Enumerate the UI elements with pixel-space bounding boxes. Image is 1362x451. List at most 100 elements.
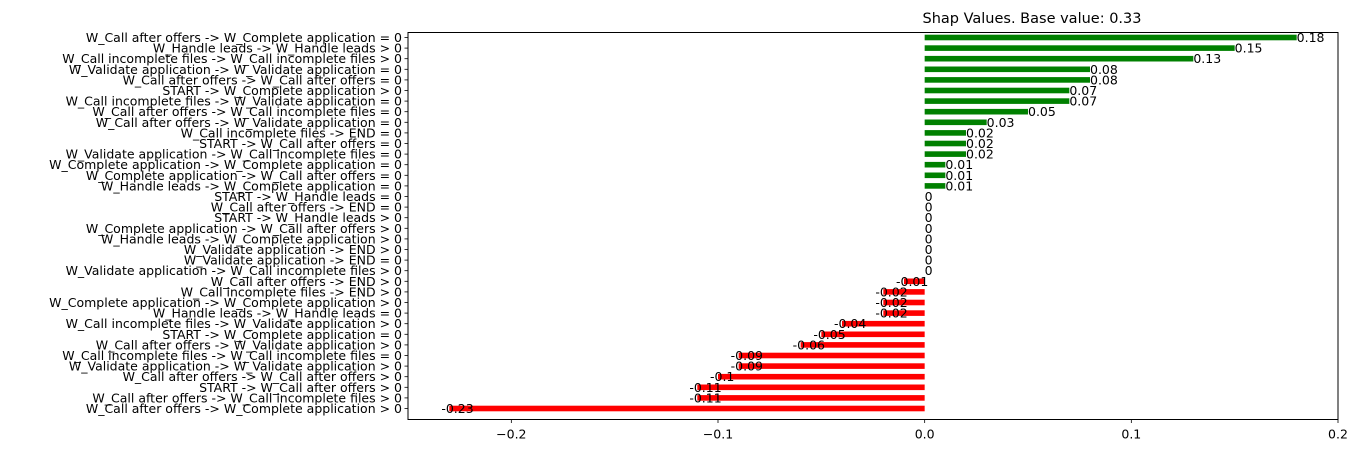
category-label: W_Call after offers -> W_Call after offe…: [123, 369, 402, 384]
value-label: -0.11: [689, 390, 721, 405]
category-label: W_Call after offers -> W_Validate applic…: [96, 115, 402, 130]
plot-frame: [407, 32, 1339, 420]
bar-27: [842, 320, 925, 327]
category-label: W_Complete application -> W_Complete app…: [49, 295, 402, 310]
value-label: -0.05: [813, 327, 845, 342]
category-label: W_Call incomplete files -> W_Validate ap…: [66, 316, 402, 331]
bar-30: [738, 352, 925, 359]
value-label: 0.08: [1090, 72, 1118, 87]
bar-34: [697, 395, 925, 401]
bar-28: [821, 331, 925, 338]
bar-11: [924, 151, 966, 157]
value-label: 0: [925, 263, 933, 278]
value-labels: 0.180.150.130.080.080.070.070.050.030.02…: [441, 30, 1324, 416]
bar-35: [449, 405, 925, 412]
category-label: W_Call after offers -> W_Complete applic…: [86, 30, 402, 45]
value-label: 0.07: [1069, 94, 1097, 109]
value-label: -0.11: [689, 380, 721, 395]
category-label: W_Complete application -> W_Call after o…: [86, 221, 402, 236]
category-label: W_Handle leads -> W_Complete application…: [101, 231, 402, 246]
bar-14: [924, 183, 946, 189]
category-label: START -> W_Handle leads > 0: [214, 210, 402, 225]
category-label: W_Validate application -> END = 0: [184, 253, 402, 268]
bar-33: [697, 384, 925, 391]
category-label: W_Call after offers -> W_Call after offe…: [123, 72, 402, 87]
category-label: W_Handle leads -> W_Handle leads = 0: [153, 306, 402, 321]
category-label: W_Validate application -> W_Validate app…: [69, 62, 402, 77]
category-labels: W_Call after offers -> W_Complete applic…: [49, 30, 408, 416]
bar-9: [924, 130, 966, 136]
value-label: 0.02: [966, 125, 994, 140]
value-label: -0.1: [710, 369, 734, 384]
category-label: W_Call after offers -> END = 0: [211, 200, 402, 215]
bar-5: [924, 87, 1070, 94]
bar-0: [924, 34, 1297, 41]
category-label: W_Validate application -> W_Call incompl…: [66, 147, 402, 162]
value-label: 0: [925, 253, 933, 268]
bar-12: [924, 161, 946, 168]
category-label: W_Call after offers -> END > 0: [211, 274, 402, 289]
category-label: START -> W_Call after offers = 0: [199, 136, 402, 151]
category-label: START -> W_Complete application = 0: [162, 327, 402, 342]
value-label: 0: [925, 231, 933, 246]
category-label: START -> W_Complete application > 0: [162, 83, 402, 98]
category-label: W_Call incomplete files -> END > 0: [181, 284, 402, 299]
value-label: -0.02: [875, 295, 907, 310]
category-label: W_Call after offers -> W_Call incomplete…: [92, 104, 402, 119]
value-label: 0.03: [987, 115, 1015, 130]
category-label: W_Call incomplete files -> END = 0: [181, 125, 402, 140]
category-label: W_Validate application -> END > 0: [184, 242, 402, 257]
value-label: 0: [925, 200, 933, 215]
bar-3: [924, 66, 1090, 73]
category-label: W_Handle leads -> W_Handle leads > 0: [153, 41, 402, 56]
bar-8: [924, 119, 987, 126]
bar-23: [904, 278, 925, 285]
value-label: -0.02: [875, 306, 907, 321]
bar-4: [924, 77, 1090, 83]
value-label: 0.02: [966, 147, 994, 162]
x-tick-label: −0.1: [703, 427, 733, 442]
category-label: W_Call after offers -> W_Complete applic…: [86, 401, 402, 416]
value-label: 0: [925, 210, 933, 225]
category-label: W_Call incomplete files -> W_Validate ap…: [66, 94, 402, 109]
category-label: W_Validate application -> W_Validate app…: [69, 359, 402, 374]
value-label: 0.08: [1090, 62, 1118, 77]
value-label: 0.18: [1297, 30, 1325, 45]
bar-13: [924, 172, 946, 179]
value-label: -0.06: [793, 337, 825, 352]
bar-25: [883, 299, 925, 306]
category-label: W_Call incomplete files -> W_Call incomp…: [62, 348, 402, 363]
bar-1: [924, 45, 1235, 51]
value-label: 0.13: [1193, 51, 1221, 66]
category-label: W_Validate application -> W_Call incompl…: [66, 263, 402, 278]
value-label: -0.01: [896, 274, 928, 289]
x-tick-label: 0.1: [1121, 427, 1141, 442]
category-label: W_Call after offers -> W_Call incomplete…: [92, 390, 402, 405]
x-axis: −0.2 −0.1 0.0 0.1 0.2: [496, 419, 1348, 442]
value-label: -0.23: [441, 401, 473, 416]
category-label: START -> W_Handle leads = 0: [214, 189, 402, 204]
bar-29: [800, 342, 925, 348]
value-label: 0: [925, 221, 933, 236]
x-tick-label: 0.2: [1328, 427, 1348, 442]
bar-32: [718, 373, 925, 380]
value-label: 0.07: [1069, 83, 1097, 98]
bar-10: [924, 140, 966, 147]
category-label: W_Call incomplete files -> W_Call incomp…: [62, 51, 402, 66]
bar-31: [738, 363, 925, 369]
value-label: -0.04: [834, 316, 866, 331]
value-label: 0: [925, 189, 933, 204]
value-label: 0.05: [1028, 104, 1056, 119]
value-label: 0.02: [966, 136, 994, 151]
bar-6: [924, 98, 1070, 104]
category-label: W_Complete application -> W_Call after o…: [86, 168, 402, 183]
x-tick-label: 0.0: [915, 427, 935, 442]
bar-2: [924, 55, 1194, 62]
category-label: START -> W_Call after offers > 0: [199, 380, 402, 395]
value-label: 0.15: [1235, 41, 1263, 56]
category-label: W_Handle leads -> W_Complete application…: [101, 178, 402, 193]
bars-layer: [449, 34, 1297, 412]
value-label: 0.01: [945, 168, 973, 183]
value-label: 0.01: [945, 178, 973, 193]
